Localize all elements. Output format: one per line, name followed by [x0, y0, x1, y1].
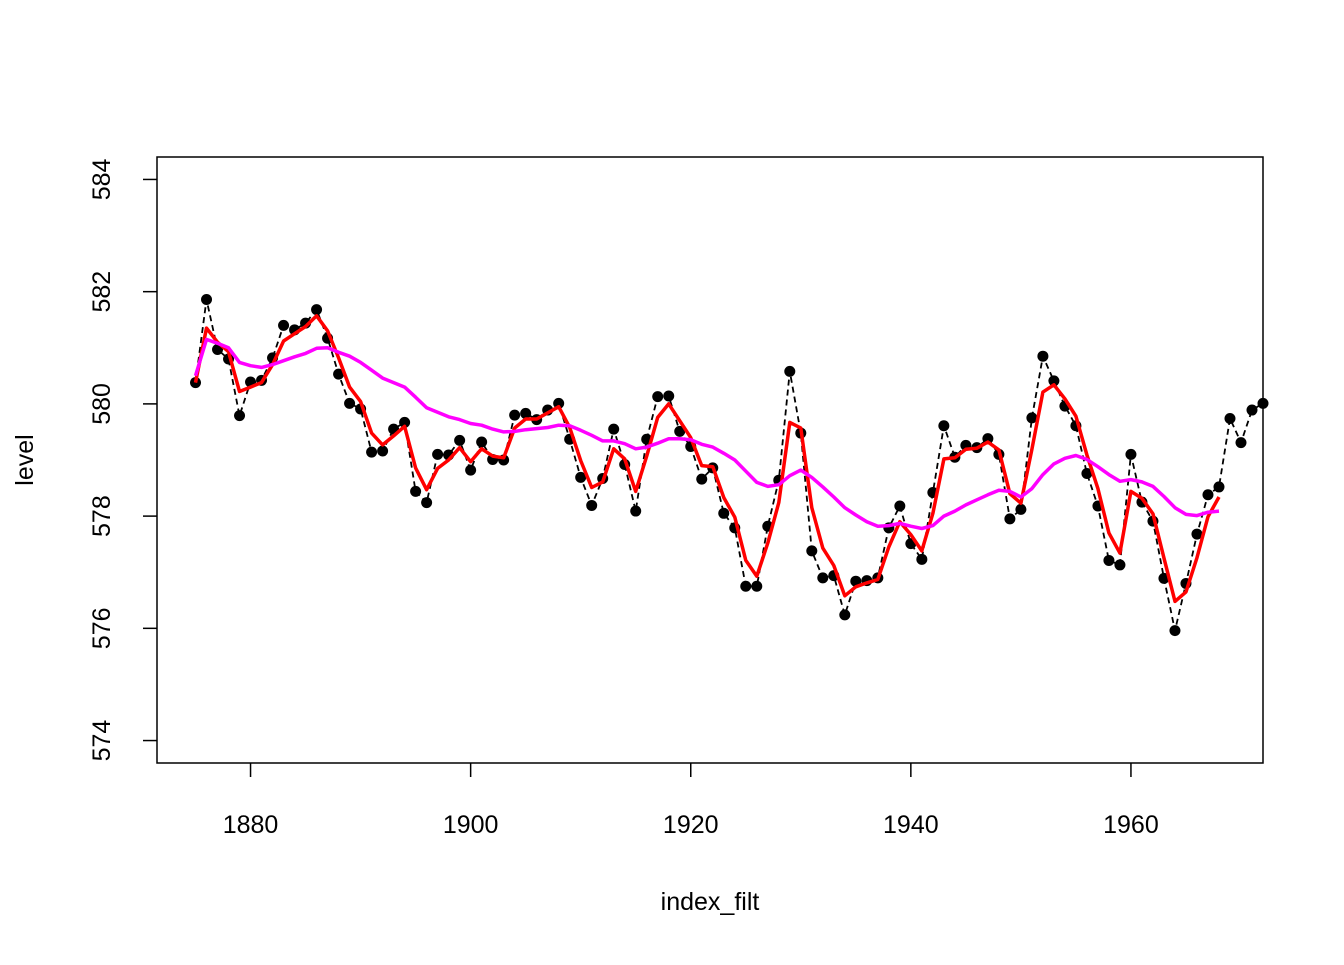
data-point [1213, 481, 1225, 493]
data-point [311, 304, 323, 316]
data-point [520, 407, 532, 419]
data-point [201, 294, 213, 306]
data-point [674, 425, 686, 437]
data-point [421, 497, 433, 509]
x-axis-title: index_filt [661, 888, 760, 916]
data-point [366, 446, 378, 458]
x-tick-label: 1940 [883, 811, 939, 839]
y-tick-label: 574 [88, 720, 116, 762]
y-axis-title: level [11, 434, 39, 485]
data-point [399, 416, 411, 428]
data-point [938, 420, 950, 432]
data-point [784, 365, 796, 377]
data-point [1235, 437, 1247, 449]
data-point [806, 545, 818, 557]
data-point [1202, 489, 1214, 501]
series-layer [190, 294, 1269, 637]
data-point [1246, 404, 1258, 416]
data-point [1114, 559, 1126, 571]
data-point [630, 505, 642, 517]
x-tick-label: 1960 [1103, 811, 1159, 839]
data-point [817, 572, 829, 584]
data-point [894, 500, 906, 512]
data-point [916, 553, 928, 565]
y-tick-label: 580 [88, 383, 116, 425]
data-point [454, 434, 466, 446]
data-point [1125, 448, 1137, 460]
data-point [476, 436, 488, 448]
series-line-filtered [193, 314, 1221, 604]
data-point [608, 423, 620, 435]
data-point [696, 473, 708, 485]
data-point [740, 580, 752, 592]
data-point [410, 485, 422, 497]
data-point [1224, 412, 1236, 424]
data-point [432, 448, 444, 460]
data-point [575, 471, 587, 483]
data-point [1026, 412, 1038, 424]
data-point [465, 464, 477, 476]
data-point [652, 391, 664, 403]
data-point [509, 409, 521, 421]
data-point [333, 368, 345, 380]
series-line-smoothed [193, 337, 1220, 531]
x-tick-label: 1920 [663, 811, 719, 839]
plot-frame [156, 156, 1264, 764]
x-tick-label: 1880 [223, 811, 279, 839]
data-point [1191, 528, 1203, 540]
data-point [1103, 554, 1115, 566]
data-point [839, 609, 851, 621]
data-point [751, 580, 763, 592]
x-tick-label: 1900 [443, 811, 499, 839]
data-point [344, 397, 356, 409]
y-tick-label: 584 [88, 158, 116, 200]
data-point [553, 397, 565, 409]
data-point [663, 390, 675, 402]
data-point [1015, 503, 1027, 515]
y-tick-label: 578 [88, 495, 116, 537]
data-point [377, 445, 389, 457]
data-point [1037, 350, 1049, 362]
y-tick-label: 582 [88, 271, 116, 313]
data-point [1081, 467, 1093, 479]
axes-layer: 1880 1900 1920 1940 1960 574 576 578 580 582 584 [88, 158, 1159, 839]
data-point [850, 575, 862, 587]
data-point [1048, 375, 1060, 387]
y-tick-label: 576 [88, 607, 116, 649]
data-point [1004, 513, 1016, 525]
data-point [1169, 625, 1181, 637]
data-point [718, 507, 730, 519]
data-point [278, 319, 290, 331]
data-point [234, 410, 246, 422]
series-line-observed [194, 299, 1264, 631]
data-point [982, 433, 994, 445]
data-point [586, 499, 598, 511]
